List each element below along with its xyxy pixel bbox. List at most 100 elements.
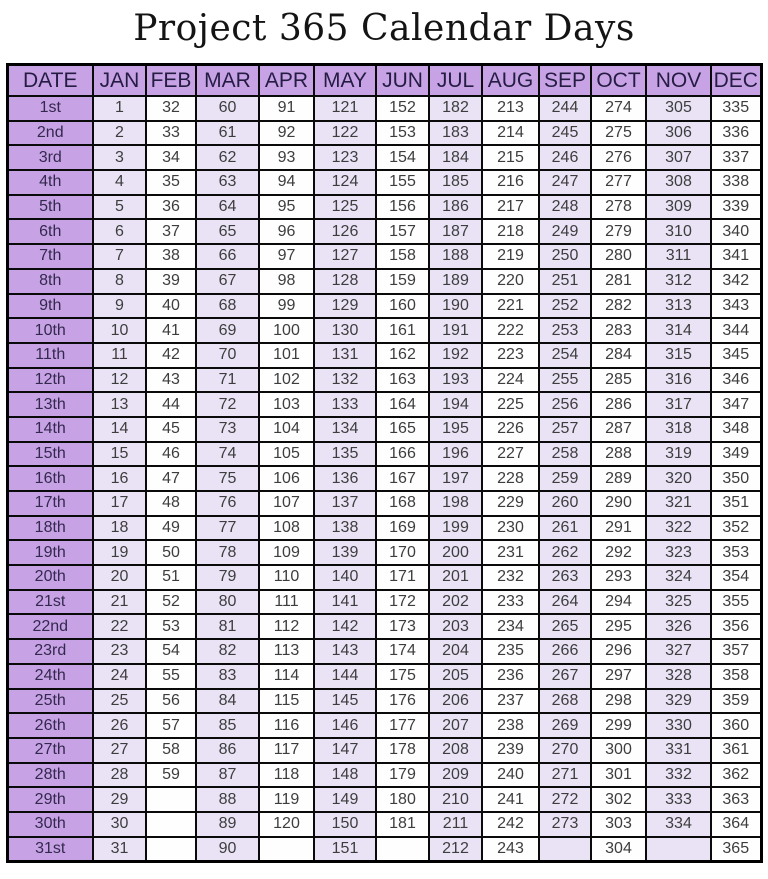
day-number-cell: 92: [258, 119, 315, 147]
day-number-cell: 61: [195, 119, 260, 147]
day-number-cell: 129: [313, 292, 377, 320]
day-number-cell: 145: [313, 687, 377, 715]
table-row: 27th 27 58 86 117 147 178 208 239 270 300 331 361: [6, 736, 762, 764]
column-header-jul: JUL: [428, 63, 483, 97]
day-number-cell: 138: [313, 514, 377, 542]
day-number-cell: 295: [590, 613, 647, 641]
day-number-cell: 234: [481, 613, 540, 641]
row-header-date: 17th: [6, 490, 94, 517]
day-number-cell: 155: [375, 169, 430, 196]
day-number-cell: 71: [195, 366, 260, 394]
column-header-apr: APR: [258, 63, 315, 97]
day-number-cell: 157: [375, 218, 430, 246]
day-number-cell: 290: [590, 490, 647, 517]
day-number-cell: 352: [710, 514, 762, 542]
day-number-cell: 209: [428, 761, 483, 789]
day-number-cell: 77: [195, 514, 260, 542]
day-number-cell: 191: [428, 317, 483, 344]
day-number-cell: 180: [375, 786, 430, 813]
day-number-cell: 285: [590, 366, 647, 394]
row-header-date: 19th: [6, 539, 94, 567]
day-number-cell: 341: [710, 243, 762, 270]
day-number-cell: 169: [375, 514, 430, 542]
day-number-cell: 314: [645, 317, 712, 344]
day-number-cell: 299: [590, 712, 647, 739]
day-number-cell: 326: [645, 613, 712, 641]
day-number-cell: 183: [428, 119, 483, 147]
day-number-cell: [145, 810, 197, 838]
table-row: 23rd 23 54 82 113 143 174 204 235 266 296 327 357: [6, 638, 762, 665]
day-number-cell: 108: [258, 514, 315, 542]
day-number-cell: [145, 835, 197, 863]
day-number-cell: 114: [258, 662, 315, 690]
day-number-cell: 232: [481, 564, 540, 591]
day-number-cell: 252: [538, 292, 592, 320]
day-number-cell: 134: [313, 415, 377, 443]
day-number-cell: 201: [428, 564, 483, 591]
day-number-cell: 171: [375, 564, 430, 591]
row-header-date: 20th: [6, 564, 94, 591]
table-row: 8th 8 39 67 98 128 159 189 220 251 281 312 342: [6, 267, 762, 295]
day-number-cell: 23: [92, 638, 147, 665]
day-number-cell: 266: [538, 638, 592, 665]
day-number-cell: 58: [145, 736, 197, 764]
day-number-cell: 112: [258, 613, 315, 641]
day-number-cell: 339: [710, 193, 762, 221]
day-number-cell: 179: [375, 761, 430, 789]
day-number-cell: 226: [481, 415, 540, 443]
day-number-cell: 153: [375, 119, 430, 147]
table-row: 17th 17 48 76 107 137 168 198 229 260 290 321 351: [6, 490, 762, 517]
day-number-cell: 170: [375, 539, 430, 567]
day-number-cell: 88: [195, 786, 260, 813]
day-number-cell: [258, 835, 315, 863]
day-number-cell: 160: [375, 292, 430, 320]
day-number-cell: 4: [92, 169, 147, 196]
row-header-date: 7th: [6, 243, 94, 270]
row-header-date: 29th: [6, 786, 94, 813]
day-number-cell: 148: [313, 761, 377, 789]
day-number-cell: 322: [645, 514, 712, 542]
column-header-may: MAY: [313, 63, 377, 97]
day-number-cell: 167: [375, 465, 430, 492]
row-header-date: 8th: [6, 267, 94, 295]
day-number-cell: 247: [538, 169, 592, 196]
day-number-cell: 162: [375, 341, 430, 369]
row-header-date: 25th: [6, 687, 94, 715]
day-number-cell: 197: [428, 465, 483, 492]
day-number-cell: 127: [313, 243, 377, 270]
day-number-cell: 48: [145, 490, 197, 517]
day-number-cell: 342: [710, 267, 762, 295]
day-number-cell: 74: [195, 440, 260, 468]
day-number-cell: 236: [481, 662, 540, 690]
row-header-date: 10th: [6, 317, 94, 344]
day-number-cell: 216: [481, 169, 540, 196]
day-number-cell: 37: [145, 218, 197, 246]
table-row: 15th 15 46 74 105 135 166 196 227 258 288 319 349: [6, 440, 762, 468]
day-number-cell: 132: [313, 366, 377, 394]
day-number-cell: 28: [92, 761, 147, 789]
day-number-cell: 205: [428, 662, 483, 690]
day-number-cell: 300: [590, 736, 647, 764]
day-number-cell: 279: [590, 218, 647, 246]
day-number-cell: 271: [538, 761, 592, 789]
day-number-cell: 165: [375, 415, 430, 443]
day-number-cell: 130: [313, 317, 377, 344]
day-number-cell: 123: [313, 144, 377, 172]
day-number-cell: 246: [538, 144, 592, 172]
day-number-cell: 258: [538, 440, 592, 468]
column-header-sep: SEP: [538, 63, 592, 97]
day-number-cell: 272: [538, 786, 592, 813]
column-header-feb: FEB: [145, 63, 197, 97]
day-number-cell: 212: [428, 835, 483, 863]
day-number-cell: 332: [645, 761, 712, 789]
row-header-date: 11th: [6, 341, 94, 369]
day-number-cell: 202: [428, 588, 483, 616]
row-header-date: 27th: [6, 736, 94, 764]
day-number-cell: 333: [645, 786, 712, 813]
day-number-cell: 240: [481, 761, 540, 789]
row-header-date: 5th: [6, 193, 94, 221]
day-number-cell: 361: [710, 736, 762, 764]
table-row: 20th 20 51 79 110 140 171 201 232 263 293 324 354: [6, 564, 762, 591]
day-number-cell: 284: [590, 341, 647, 369]
